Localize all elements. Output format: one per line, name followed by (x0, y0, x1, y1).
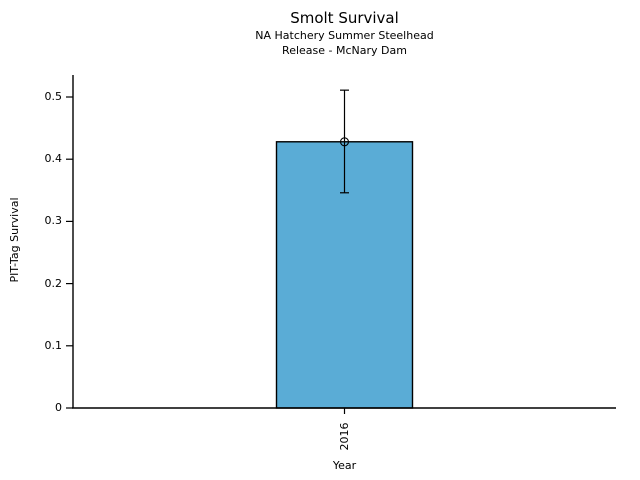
chart-title: Smolt Survival (290, 9, 399, 27)
y-tick-label: 0.5 (44, 90, 63, 103)
y-tick-label: 0.3 (44, 214, 63, 228)
x-axis-label: Year (332, 459, 357, 472)
y-tick-label: 0 (55, 401, 62, 414)
chart-header: Smolt Survival NA Hatchery Summer Steelh… (73, 8, 616, 58)
y-tick-label: 0.2 (44, 276, 63, 290)
x-tick-label-2016: 2016 (338, 422, 351, 451)
mean-marker (339, 137, 350, 147)
y-axis-label: PIT-Tag Survival (8, 197, 21, 283)
chart-subtitle-line1: NA Hatchery Summer Steelhead (255, 29, 434, 42)
y-tick-label: 0.1 (44, 338, 63, 352)
y-tick-label: 0.4 (44, 152, 63, 166)
chart-subtitle-line2: Release - McNary Dam (282, 44, 407, 57)
